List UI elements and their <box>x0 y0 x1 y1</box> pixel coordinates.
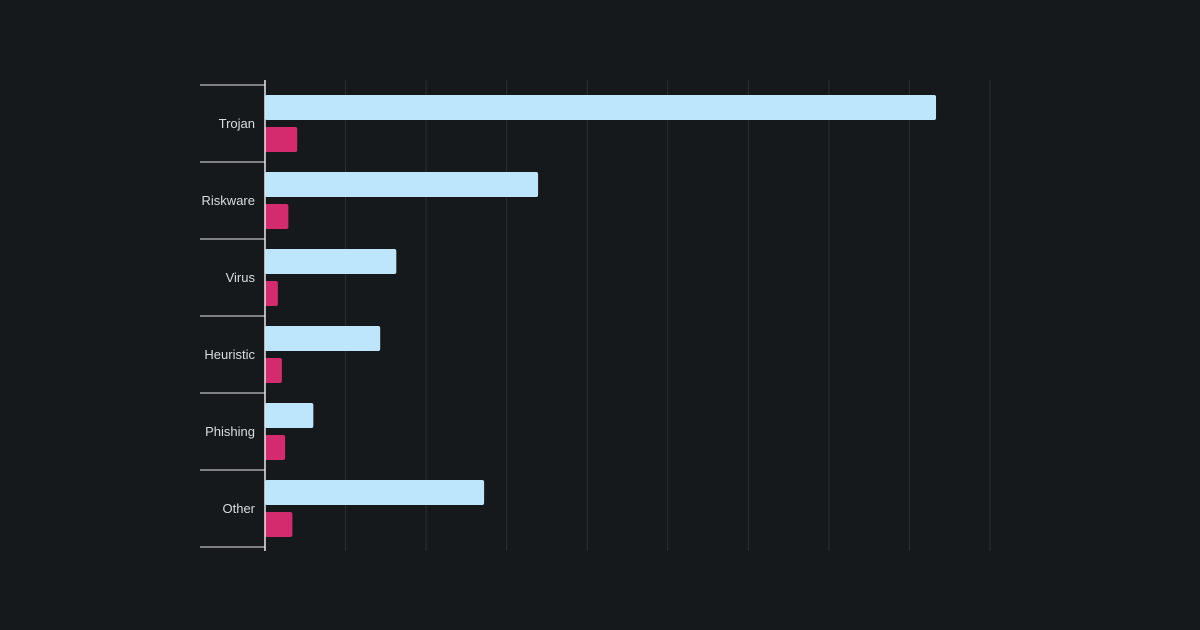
bar <box>265 435 286 460</box>
bar <box>265 95 937 120</box>
y-tick-label: Other <box>222 501 255 516</box>
y-tick-label: Phishing <box>205 424 255 439</box>
bar <box>265 204 289 229</box>
bar <box>265 480 485 505</box>
y-tick-label: Riskware <box>202 193 255 208</box>
bar <box>265 249 397 274</box>
bar <box>265 326 381 351</box>
bar <box>265 358 282 383</box>
bar <box>265 512 293 537</box>
y-tick-label: Trojan <box>219 116 255 131</box>
bar <box>265 281 278 306</box>
bar <box>265 172 539 197</box>
bar <box>265 403 314 428</box>
bar <box>265 127 298 152</box>
y-tick-label: Heuristic <box>204 347 255 362</box>
y-tick-label: Virus <box>226 270 256 285</box>
